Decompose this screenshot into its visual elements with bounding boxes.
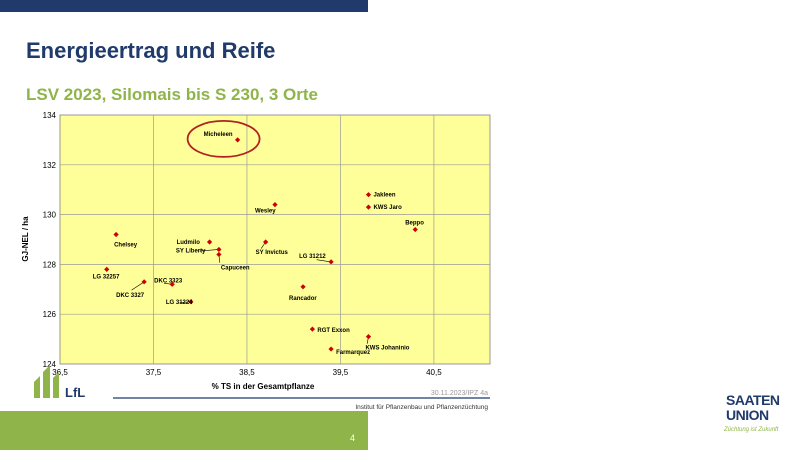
data-point-label: Beppo <box>405 221 424 227</box>
data-point-label: LG 31212 <box>299 254 326 260</box>
data-point-label: Wesley <box>255 209 276 215</box>
x-tick-label: 39,5 <box>333 368 349 377</box>
data-point-label: SY Liberty <box>176 248 206 254</box>
data-point <box>235 137 241 143</box>
data-point <box>300 284 306 290</box>
data-point-label: KWS Johaninio <box>365 346 409 352</box>
leader-line <box>316 259 332 263</box>
x-tick-label: 36,5 <box>52 368 68 377</box>
lfl-logo: LfL <box>34 365 85 400</box>
data-point <box>263 239 269 245</box>
data-point <box>328 346 334 352</box>
highlight-circle <box>186 119 261 158</box>
data-point-label: SY Invictus <box>256 250 289 256</box>
data-point-label: Rancador <box>289 296 317 302</box>
page-title: Energieertrag und Reife <box>26 38 276 63</box>
chart-container: 124 126 128 130 132 134 36,5 37,5 38,5 39,5 40,5 % … <box>18 108 500 412</box>
bottom-accent-bar <box>0 411 368 450</box>
y-tick-label: 130 <box>43 211 57 220</box>
data-point-label: DKC 3327 <box>116 293 145 299</box>
page-number: 4 <box>350 433 356 443</box>
y-tick-label: 126 <box>43 310 57 319</box>
brand-line1: SAATEN <box>726 392 780 408</box>
data-point-label: DKC 3323 <box>154 278 183 284</box>
chart-date-reference: 30.11.2023/IPZ 4a <box>431 390 488 397</box>
data-point-label: Ludmilo <box>177 240 201 246</box>
data-point <box>216 251 222 258</box>
data-point <box>169 281 175 287</box>
data-point-label: LG 31224 <box>166 300 193 306</box>
leader-line <box>199 249 219 252</box>
y-tick-label: 132 <box>43 161 57 170</box>
lfl-logo-text: LfL <box>65 385 85 400</box>
data-point-label: Farmarquez <box>336 350 370 356</box>
y-tick-label: 124 <box>43 360 57 369</box>
data-point-label: Jakleen <box>373 193 395 199</box>
brand-line2: UNION <box>726 407 769 423</box>
data-point <box>365 204 372 210</box>
y-tick-label: 134 <box>43 111 57 120</box>
leader-line <box>131 281 145 291</box>
saaten-union-logo: SAATEN UNION Züchtung ist Zukunft <box>718 392 798 444</box>
data-point <box>206 239 213 245</box>
data-point <box>272 202 278 208</box>
data-point <box>216 246 222 253</box>
data-point <box>104 266 110 272</box>
y-axis-label: GJ-NEL / ha <box>21 216 30 262</box>
top-accent-bar <box>0 0 368 12</box>
brand-slogan: Züchtung ist Zukunft <box>724 427 779 433</box>
y-tick-label: 128 <box>43 260 57 269</box>
x-tick-label: 38,5 <box>239 368 255 377</box>
x-tick-label: 37,5 <box>146 368 162 377</box>
scatter-chart: 124 126 128 130 132 134 36,5 37,5 38,5 39,5 40,5 % … <box>21 111 491 411</box>
data-point <box>365 192 372 198</box>
data-point <box>188 299 194 305</box>
data-point-label: RGT Exxon <box>317 328 350 334</box>
data-point-label: LG 32257 <box>93 274 120 280</box>
plot-area <box>59 114 491 365</box>
data-point-label: Micheleen <box>204 132 233 138</box>
x-axis-label: % TS in der Gesamtpflanze <box>212 382 315 391</box>
data-point-label: KWS Jaro <box>373 205 402 211</box>
data-point-label: Capuceen <box>221 265 250 271</box>
data-point <box>113 231 119 238</box>
data-point-label: Chelsey <box>114 243 138 249</box>
data-point <box>412 226 418 233</box>
x-tick-label: 40,5 <box>426 368 442 377</box>
institute-label: Institut für Pflanzenbau und Pflanzenzüc… <box>355 404 488 411</box>
page-subtitle: LSV 2023, Silomais bis S 230, 3 Orte <box>26 85 318 104</box>
